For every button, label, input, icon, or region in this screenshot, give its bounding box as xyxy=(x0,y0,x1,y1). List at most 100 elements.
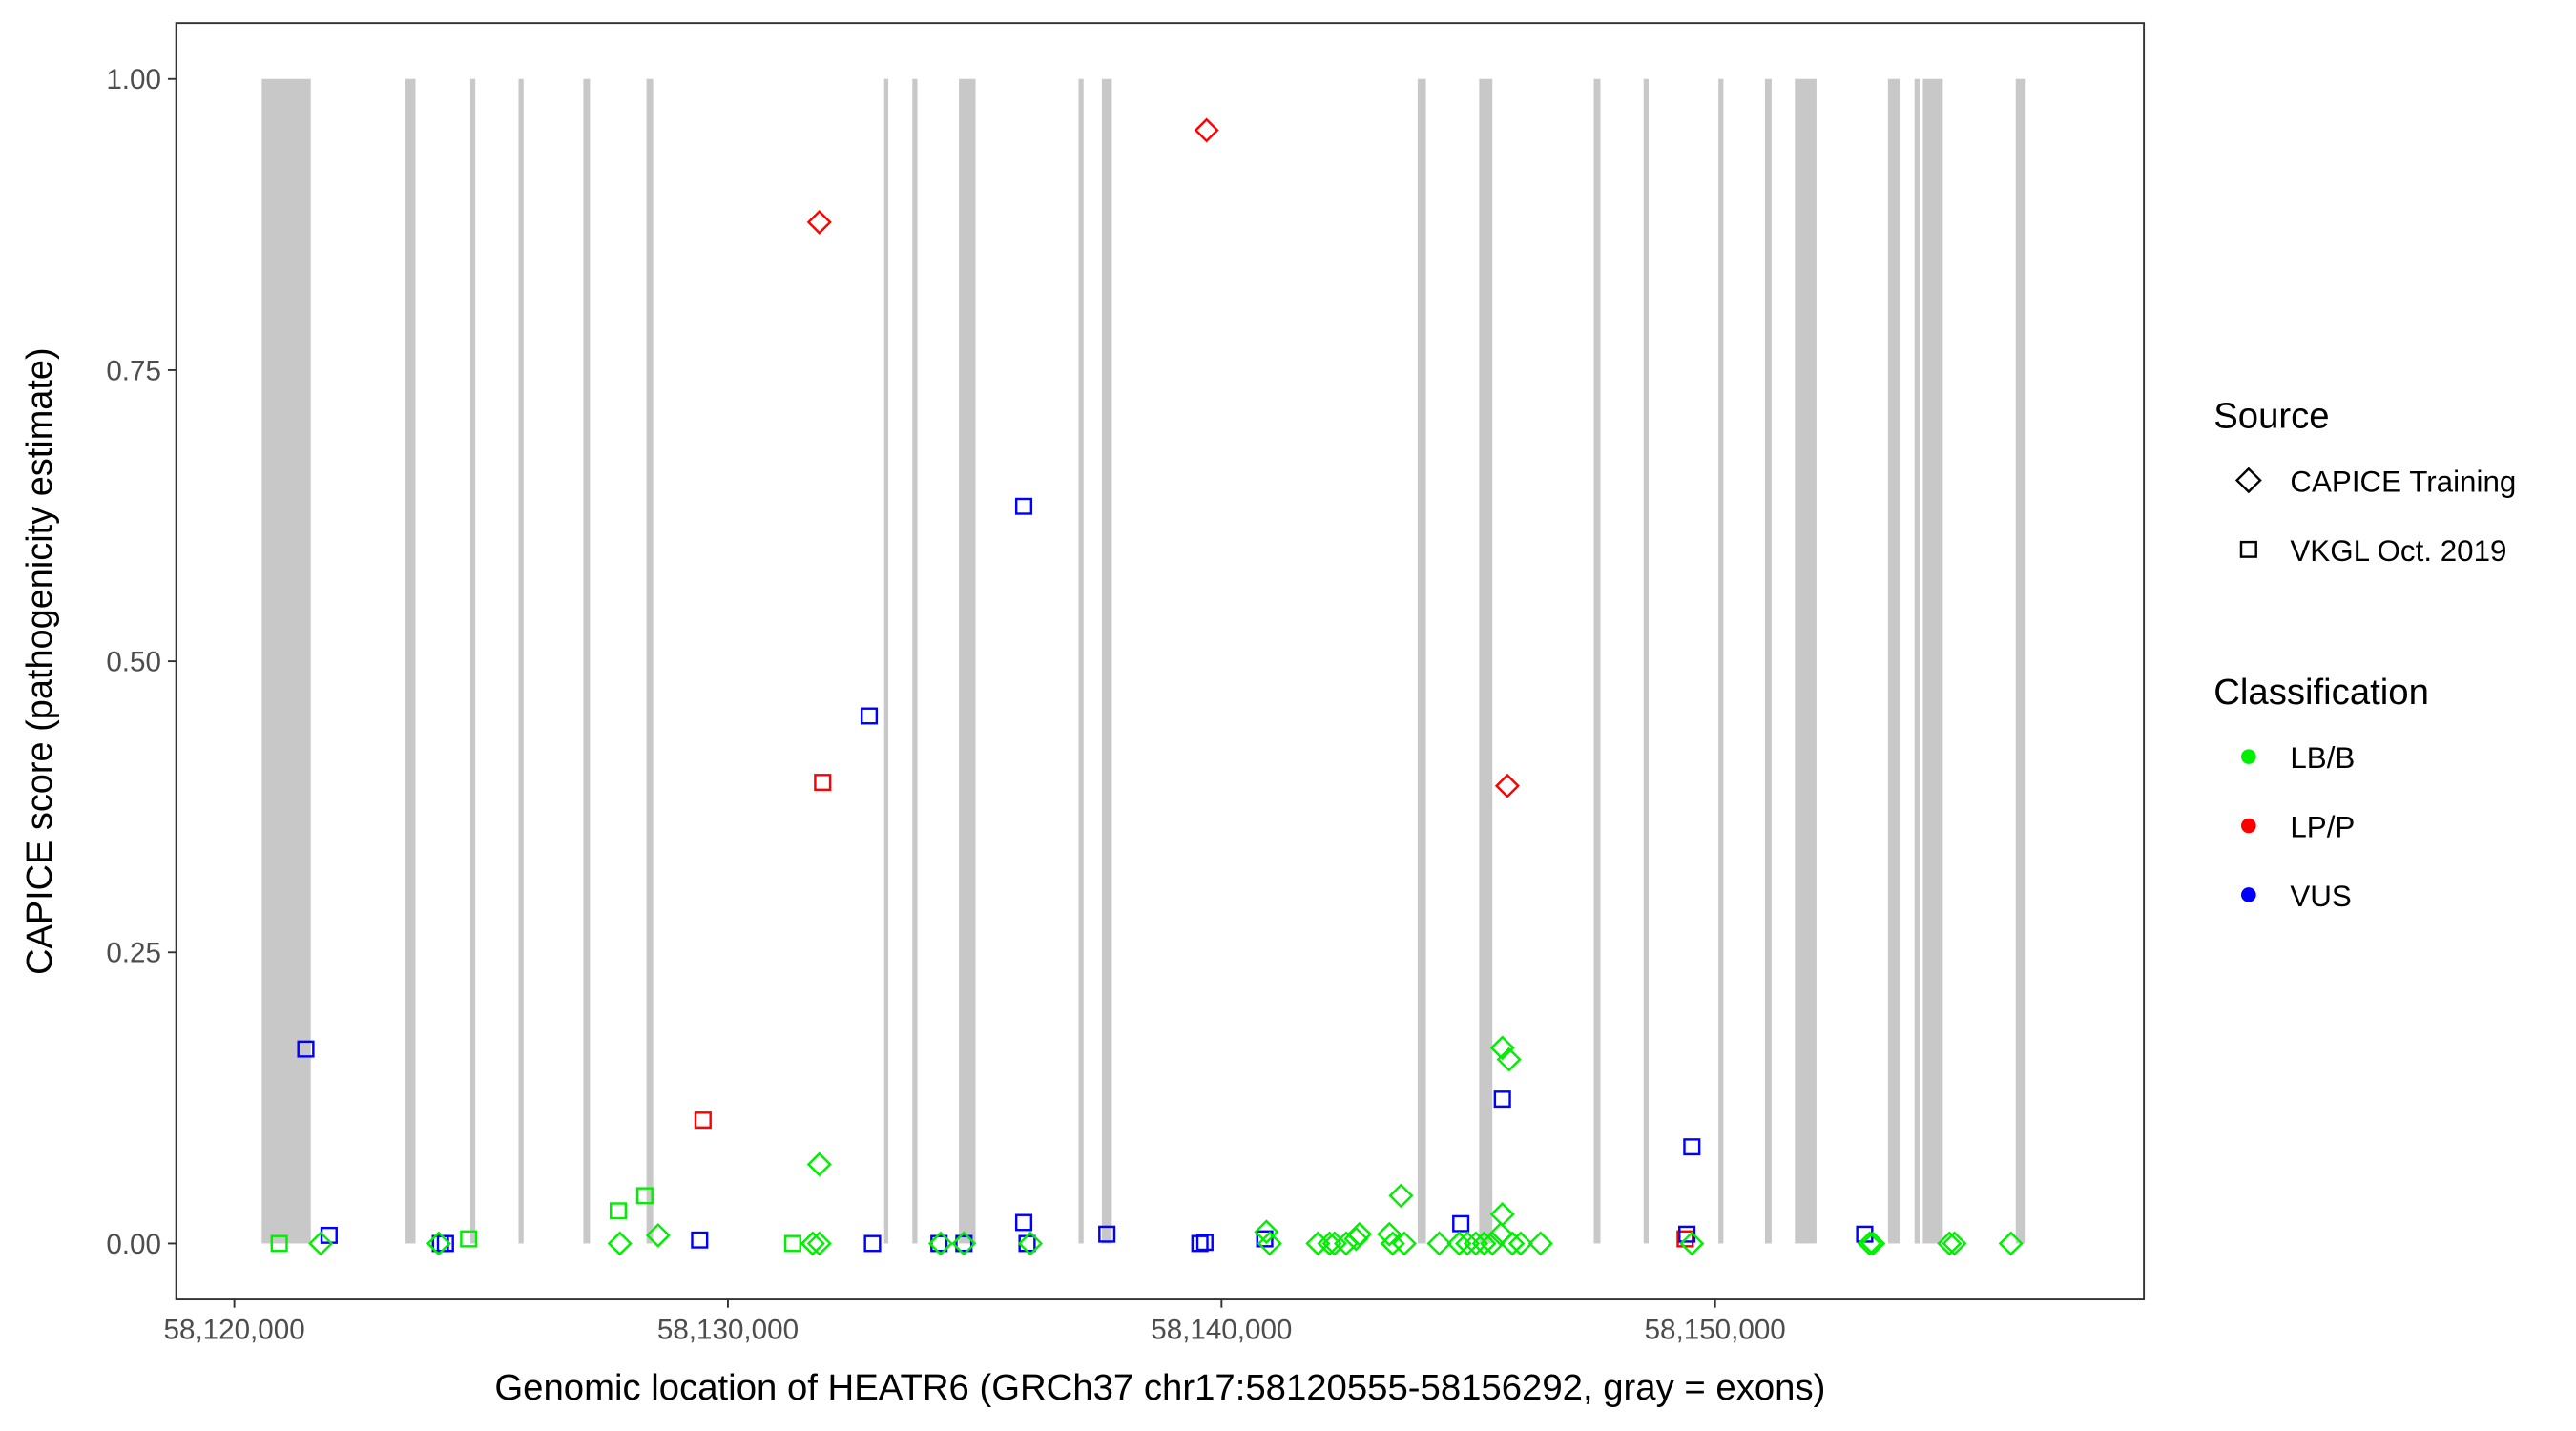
x-tick-label: 58,130,000 xyxy=(657,1315,799,1346)
exon-band xyxy=(1914,78,1920,1244)
point-diamond-lbb xyxy=(1942,1231,1967,1256)
point-square-lbb xyxy=(270,1234,288,1253)
point-square-vus xyxy=(1014,1213,1033,1232)
exon-band xyxy=(646,78,654,1244)
point-square-vus xyxy=(1256,1230,1274,1248)
point-diamond-lbb xyxy=(927,1231,953,1256)
point-diamond-lbb xyxy=(1446,1231,1472,1256)
point-diamond-lbb xyxy=(806,1231,832,1256)
y-tick-label: 0.25 xyxy=(106,938,161,969)
point-square-vus xyxy=(320,1226,338,1244)
point-square-lbb xyxy=(460,1230,478,1248)
y-axis: 0.00 0.25 0.50 0.75 1.00 xyxy=(106,64,177,1260)
point-diamond-lbb xyxy=(1380,1231,1405,1256)
exon-band xyxy=(518,78,524,1244)
point-square-vus xyxy=(930,1234,948,1253)
legend-source-title: Source xyxy=(2213,395,2329,436)
point-diamond-lbb xyxy=(1527,1231,1553,1256)
point-diamond-lbb xyxy=(1679,1231,1705,1256)
point-square-vus xyxy=(1683,1138,1701,1156)
point-square-lbb xyxy=(635,1187,654,1205)
legend-diamond-icon xyxy=(2234,467,2262,494)
point-diamond-lbb xyxy=(1257,1231,1282,1256)
point-diamond-lpp xyxy=(1194,117,1219,143)
legend-item-lbb: LB/B xyxy=(2290,741,2355,775)
exon-band xyxy=(469,78,476,1244)
y-tick-label: 1.00 xyxy=(106,64,161,95)
y-tick-label: 0.00 xyxy=(106,1229,161,1260)
point-diamond-lbb xyxy=(951,1231,977,1256)
exon-bands xyxy=(261,78,2026,1244)
point-diamond-lbb xyxy=(1860,1231,1886,1256)
legend-item-vus: VUS xyxy=(2290,880,2351,913)
point-diamond-lbb xyxy=(1487,1221,1514,1247)
data-points xyxy=(270,117,2024,1256)
legend-lbb-dot-icon xyxy=(2241,749,2256,764)
point-square-vus xyxy=(1195,1234,1214,1252)
point-diamond-lbb xyxy=(1017,1231,1044,1256)
exon-band xyxy=(1593,78,1601,1244)
point-square-vus xyxy=(1014,497,1033,515)
point-square-vus xyxy=(691,1231,709,1249)
exon-band xyxy=(1078,78,1084,1244)
point-diamond-lbb xyxy=(806,1151,832,1177)
x-tick-label: 58,120,000 xyxy=(164,1315,305,1346)
y-tick-label: 0.50 xyxy=(106,647,161,678)
point-square-vus xyxy=(1493,1090,1511,1109)
point-diamond-lbb xyxy=(1496,1047,1522,1072)
point-square-vus xyxy=(1452,1214,1470,1233)
x-axis: 58,120,000 58,130,000 58,140,000 58,150,000 xyxy=(164,1299,1786,1345)
exon-band xyxy=(1417,78,1426,1244)
point-diamond-lbb xyxy=(1463,1231,1488,1256)
legend-item-capice: CAPICE Training xyxy=(2290,466,2516,499)
point-diamond-lbb xyxy=(1471,1231,1497,1256)
point-diamond-lbb xyxy=(1321,1231,1347,1256)
exon-band xyxy=(1101,78,1112,1244)
x-tick-label: 58,140,000 xyxy=(1151,1315,1292,1346)
legend-square-icon xyxy=(2239,540,2257,558)
point-diamond-lbb xyxy=(1507,1231,1533,1256)
point-diamond-lbb xyxy=(1937,1231,1963,1256)
y-axis-title: CAPICE score (pathogenicity estimate) xyxy=(19,347,60,974)
point-square-lbb xyxy=(609,1202,628,1220)
exon-band xyxy=(405,78,416,1244)
point-diamond-lbb xyxy=(1489,1202,1515,1227)
point-diamond-lbb xyxy=(1346,1221,1372,1247)
legend: Source CAPICE Training VKGL Oct. 2019 Cl… xyxy=(2213,395,2516,913)
legend-item-vkgl: VKGL Oct. 2019 xyxy=(2290,534,2506,568)
point-square-vus xyxy=(1191,1234,1209,1253)
x-axis-title: Genomic location of HEATR6 (GRCh37 chr17… xyxy=(494,1367,1825,1408)
point-square-vus xyxy=(1098,1225,1116,1243)
legend-vus-dot-icon xyxy=(2241,887,2256,902)
legend-lpp-dot-icon xyxy=(2241,818,2256,834)
point-diamond-lbb xyxy=(426,1231,451,1256)
point-diamond-lbb xyxy=(1254,1219,1279,1245)
legend-item-lpp: LP/P xyxy=(2290,811,2355,844)
point-diamond-lbb xyxy=(1377,1221,1402,1247)
exon-band xyxy=(959,78,976,1244)
point-diamond-lbb xyxy=(308,1231,334,1256)
exon-band xyxy=(1764,78,1772,1244)
exon-band xyxy=(261,78,311,1244)
point-diamond-lbb xyxy=(1388,1183,1414,1209)
exon-band xyxy=(583,78,591,1244)
point-diamond-lpp xyxy=(806,209,832,235)
exon-band xyxy=(1795,78,1817,1244)
point-diamond-lbb xyxy=(1500,1231,1526,1256)
point-diamond-lbb xyxy=(645,1222,671,1248)
point-diamond-lbb xyxy=(607,1231,633,1256)
point-diamond-lpp xyxy=(1494,773,1520,798)
y-tick-label: 0.75 xyxy=(106,355,161,386)
point-diamond-lbb xyxy=(1317,1231,1342,1256)
point-diamond-lbb xyxy=(1305,1231,1331,1256)
exon-band xyxy=(2015,78,2026,1244)
point-diamond-lbb xyxy=(800,1231,825,1256)
legend-classification-title: Classification xyxy=(2213,672,2429,713)
point-square-vus xyxy=(863,1234,882,1253)
exon-band xyxy=(1887,78,1901,1244)
point-square-lpp xyxy=(694,1111,712,1130)
point-diamond-lbb xyxy=(1426,1231,1452,1256)
point-diamond-lbb xyxy=(1480,1231,1506,1256)
point-diamond-lbb xyxy=(1998,1231,2024,1256)
point-diamond-lbb xyxy=(1455,1231,1481,1256)
